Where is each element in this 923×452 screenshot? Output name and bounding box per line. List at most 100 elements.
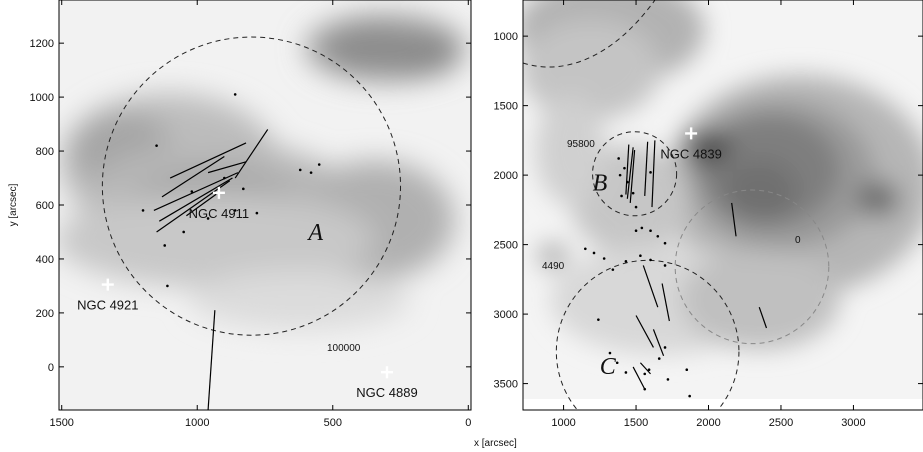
- polarization-vector: [629, 150, 636, 203]
- source-point: [656, 234, 660, 238]
- galaxy-label: NGC 4921: [77, 298, 138, 313]
- polarization-vector: [731, 202, 737, 237]
- source-point: [649, 229, 652, 233]
- right-sources: [584, 157, 691, 398]
- region-unlabeled-circle: [674, 189, 830, 345]
- y-tick-label: 3500: [494, 379, 518, 391]
- source-point: [141, 209, 145, 212]
- y-tick-label: 800: [36, 146, 54, 158]
- polarization-vector: [661, 283, 670, 322]
- source-point: [608, 351, 612, 355]
- source-point: [233, 93, 237, 96]
- right-xray-image: [523, 0, 923, 410]
- source-point: [666, 378, 670, 381]
- y-axis-label: y [arcsec]: [8, 183, 19, 226]
- source-point: [163, 244, 167, 247]
- x-tick-label: 500: [324, 417, 342, 429]
- source-point: [155, 144, 158, 147]
- source-point: [597, 318, 600, 321]
- right-ticks: 1000 1500 2000 2500 3000 1000 1500 2000 2500 3000…: [494, 0, 923, 429]
- galaxy-cross-icon: [101, 278, 114, 291]
- x-tick-label: 2000: [696, 417, 720, 429]
- source-point: [166, 284, 169, 288]
- y-tick-label: 2000: [494, 170, 518, 182]
- source-point: [242, 187, 245, 191]
- source-point: [649, 258, 652, 262]
- x-tick-label: 1500: [624, 417, 648, 429]
- left-annotation-1: 100000: [327, 343, 361, 354]
- galaxy-label: NGC 4889: [356, 385, 417, 400]
- galaxy-cross-icon: [685, 127, 698, 140]
- source-point: [620, 194, 623, 198]
- polarization-vector: [642, 265, 659, 308]
- polarization-vector: [652, 329, 665, 357]
- source-point: [685, 368, 689, 371]
- y-tick-label: 200: [36, 308, 54, 320]
- left-ticks: 1500 1000 500 0 0 200 400 600 800 1000 1200: [30, 0, 471, 429]
- galaxy-label: NGC 4911: [189, 206, 249, 221]
- left-panel: 1500 1000 500 0 0 200 400 600 800 1000 1200 A 1000…: [8, 0, 472, 429]
- polarization-vector: [207, 161, 247, 174]
- y-tick-label: 1000: [494, 31, 518, 43]
- source-point: [634, 229, 638, 233]
- source-point: [255, 211, 259, 215]
- source-point: [617, 157, 620, 160]
- y-tick-label: 3000: [494, 309, 518, 321]
- region-B-circle: [592, 131, 678, 217]
- source-point: [663, 346, 667, 349]
- source-point: [688, 394, 691, 398]
- y-tick-label: 1500: [494, 101, 518, 113]
- left-polarization-vectors: [153, 129, 269, 410]
- source-point: [631, 191, 635, 195]
- source-point: [615, 361, 619, 365]
- right-polarization-vectors: [625, 140, 768, 390]
- polarization-vector: [161, 155, 225, 198]
- x-tick-label: 0: [465, 417, 471, 429]
- x-tick-label: 2500: [769, 417, 793, 429]
- source-point: [618, 173, 622, 177]
- polarization-vector: [635, 315, 654, 348]
- right-panel: 1000 1500 2000 2500 3000 1000 1500 2000 2500 3000…: [474, 0, 923, 449]
- source-point: [624, 259, 628, 263]
- polarization-vector: [156, 180, 231, 233]
- source-point: [626, 180, 629, 184]
- right-frame: [522, 0, 923, 411]
- right-annotation-1: 95800: [567, 139, 595, 150]
- polarization-vector: [207, 310, 216, 410]
- left-galaxy-markers: [101, 186, 393, 379]
- region-B-label: B: [593, 170, 608, 196]
- polarization-vector: [644, 141, 649, 196]
- galaxy-cross-icon: [212, 186, 225, 199]
- source-point: [624, 371, 628, 374]
- right-annotation-3: 0: [795, 235, 801, 246]
- source-point: [206, 217, 210, 220]
- source-point: [639, 254, 642, 258]
- source-point: [663, 264, 667, 267]
- source-point: [584, 247, 587, 251]
- region-A-label: A: [306, 220, 323, 246]
- source-point: [640, 226, 644, 230]
- x-tick-label: 1000: [185, 417, 209, 429]
- polarization-vector: [234, 129, 269, 179]
- polarization-vector: [625, 144, 630, 195]
- polarization-vector: [758, 306, 768, 329]
- source-point: [649, 171, 652, 174]
- source-point: [634, 205, 638, 209]
- source-point: [182, 230, 185, 234]
- x-tick-label: 1500: [49, 417, 73, 429]
- y-tick-label: 1200: [30, 38, 54, 50]
- source-point: [233, 209, 237, 212]
- y-tick-label: 1000: [30, 92, 54, 104]
- polarization-vector: [158, 177, 233, 222]
- source-point: [643, 372, 647, 376]
- source-point: [190, 190, 194, 193]
- polarization-vector: [639, 362, 651, 375]
- source-point: [647, 368, 651, 371]
- source-point: [623, 166, 626, 170]
- y-tick-label: 2500: [494, 240, 518, 252]
- left-xray-image: [59, 14, 465, 330]
- source-point: [602, 257, 606, 260]
- source-point: [317, 163, 321, 166]
- y-tick-label: 0: [48, 362, 54, 374]
